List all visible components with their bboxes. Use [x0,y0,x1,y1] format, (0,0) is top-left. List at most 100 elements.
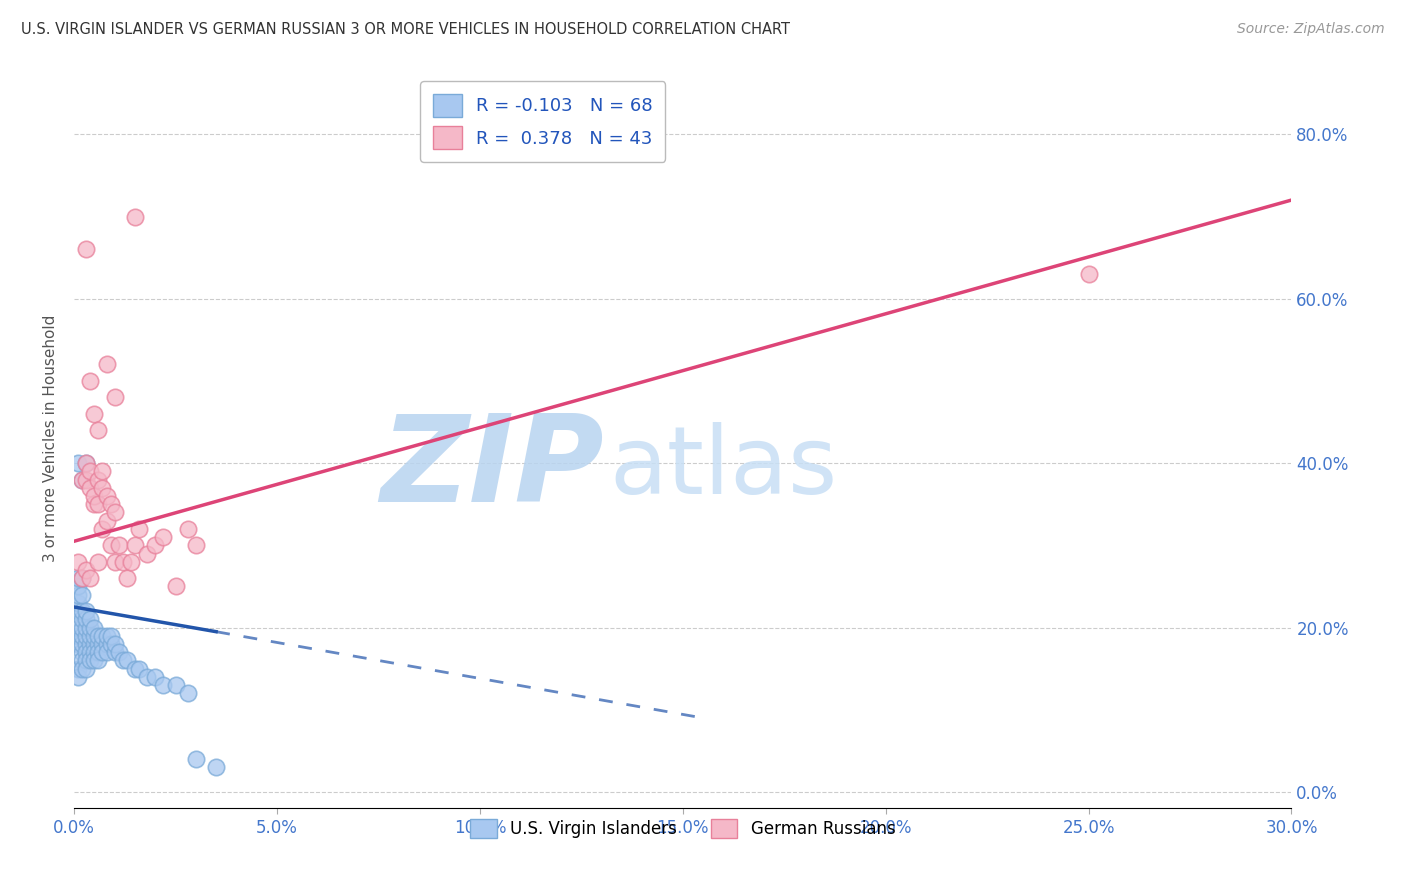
Point [75,563,97,577]
Point [70,604,93,618]
Point [83,629,105,643]
Point [70,473,93,487]
Point [70,612,93,626]
Point [75,243,97,257]
Point [107,645,129,659]
Point [67,555,90,569]
Y-axis label: 3 or more Vehicles in Household: 3 or more Vehicles in Household [44,315,58,562]
Point [79,645,101,659]
Point [70,645,93,659]
Point [75,604,97,618]
Point [79,653,101,667]
Point [96,358,118,372]
Point [100,497,122,511]
Point [75,456,97,470]
Point [70,473,93,487]
Point [67,670,90,684]
Point [75,456,97,470]
Point [70,571,93,585]
Point [128,662,150,676]
Point [70,629,93,643]
Point [70,621,93,635]
Text: atlas: atlas [610,422,838,514]
Point [143,538,166,552]
Point [70,653,93,667]
Point [111,653,134,667]
Point [67,596,90,610]
Point [87,497,110,511]
Point [87,645,110,659]
Point [184,752,207,766]
Point [83,645,105,659]
Point [70,571,93,585]
Point [136,547,159,561]
Point [165,579,187,593]
Text: Source: ZipAtlas.com: Source: ZipAtlas.com [1237,22,1385,37]
Point [104,637,127,651]
Point [75,629,97,643]
Point [91,464,114,478]
Point [83,497,105,511]
Point [87,629,110,643]
Point [91,481,114,495]
Point [87,653,110,667]
Point [96,637,118,651]
Point [75,645,97,659]
Point [128,522,150,536]
Point [104,390,127,404]
Point [120,555,142,569]
Point [91,629,114,643]
Point [152,530,174,544]
Point [79,464,101,478]
Point [124,662,146,676]
Point [83,621,105,635]
Point [67,629,90,643]
Point [67,588,90,602]
Point [91,522,114,536]
Point [96,629,118,643]
Point [79,612,101,626]
Point [79,481,101,495]
Point [87,555,110,569]
Point [177,686,200,700]
Point [70,662,93,676]
Point [67,621,90,635]
Point [67,579,90,593]
Text: U.S. VIRGIN ISLANDER VS GERMAN RUSSIAN 3 OR MORE VEHICLES IN HOUSEHOLD CORRELATI: U.S. VIRGIN ISLANDER VS GERMAN RUSSIAN 3… [21,22,790,37]
Point [79,621,101,635]
Point [83,407,105,421]
Point [83,489,105,503]
Point [67,637,90,651]
Point [75,662,97,676]
Point [100,538,122,552]
Point [87,423,110,437]
Point [75,637,97,651]
Point [79,629,101,643]
Point [83,653,105,667]
Point [124,210,146,224]
Point [100,637,122,651]
Point [184,538,207,552]
Point [67,571,90,585]
Point [91,645,114,659]
Point [87,637,110,651]
Point [75,612,97,626]
Point [83,637,105,651]
Point [87,473,110,487]
Point [75,621,97,635]
Point [104,645,127,659]
Point [115,571,138,585]
Point [115,653,138,667]
Point [104,506,127,520]
Point [67,662,90,676]
Text: ZIP: ZIP [380,409,603,526]
Point [124,538,146,552]
Point [1077,267,1099,281]
Point [91,637,114,651]
Point [67,456,90,470]
Point [79,637,101,651]
Point [96,514,118,528]
Point [107,538,129,552]
Point [75,473,97,487]
Point [96,489,118,503]
